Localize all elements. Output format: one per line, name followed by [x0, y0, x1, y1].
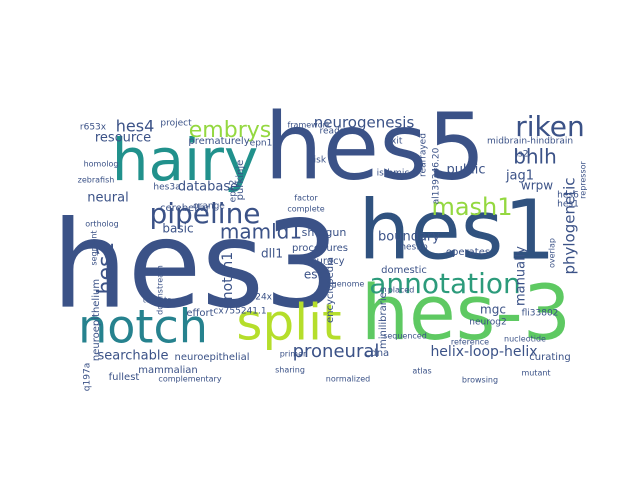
- word-neuroepithelium: neuroepithelium: [91, 279, 102, 361]
- word-sequenced: sequenced: [383, 332, 427, 341]
- word-r653x: r653x: [80, 123, 107, 133]
- word-effort: effort: [186, 308, 213, 319]
- word-cx755241-1: cx755241.1: [213, 307, 266, 317]
- word-boundary: boundary: [378, 230, 440, 245]
- word-framework: framework: [287, 121, 330, 130]
- word-exit: exit: [386, 137, 403, 147]
- word-q197a: q197a: [83, 363, 93, 391]
- word-dll1: dll1: [261, 247, 283, 261]
- word-pipeline: pipeline: [149, 197, 260, 230]
- word-e124x: e124x: [244, 293, 273, 303]
- word-reads: reads: [320, 127, 345, 137]
- word-resource: resource: [95, 131, 151, 146]
- word-operates: operates: [446, 247, 490, 258]
- word-primer: primer: [280, 350, 307, 359]
- word-segment: segment: [90, 230, 99, 265]
- word-homolog: homolog: [84, 160, 119, 169]
- word-complementary: complementary: [158, 375, 221, 384]
- word-fli33802: fli33802: [522, 309, 559, 319]
- word-downstream: downstream: [156, 265, 165, 315]
- word-cerebellar: cerebellar: [160, 203, 211, 214]
- word-neurog2: neurog2: [469, 318, 506, 328]
- word-minilibraries: minilibraries: [378, 287, 389, 349]
- word-hes4: hes4: [116, 117, 155, 136]
- word-hes3b: hes3b: [400, 243, 428, 253]
- word-neurogenesis: neurogenesis: [314, 114, 415, 132]
- word-searchable: searchable: [97, 349, 168, 364]
- word-manually: manually: [514, 246, 529, 306]
- word-mammalian: mammalian: [138, 365, 198, 376]
- word-proneural: proneural: [293, 341, 380, 362]
- word-encyclopedia: encyclopedia: [325, 257, 336, 323]
- word-riken: riken: [515, 110, 584, 143]
- word-isthmic: isthmic: [377, 169, 410, 179]
- word-hes1: hes1: [358, 183, 555, 278]
- word-cdna: cdna: [365, 348, 389, 359]
- word-mgc: mgc: [480, 303, 506, 317]
- word-complete: complete: [287, 205, 324, 214]
- word-database: database: [178, 180, 238, 195]
- word-rearrayed: rearrayed: [419, 133, 429, 177]
- word-hes6: hes6: [557, 191, 579, 201]
- word-hes3a: hes3a: [153, 183, 180, 193]
- word-risk: risk: [310, 156, 327, 166]
- word-split: split: [236, 294, 341, 352]
- word-factor: factor: [294, 194, 318, 203]
- word-midbrain-hindbrain: midbrain-hindbrain: [487, 137, 573, 147]
- word-est: est: [304, 268, 323, 282]
- word-notch1: notch1: [220, 252, 236, 300]
- word-neuroepithelial: neuroepithelial: [175, 352, 250, 363]
- word-procedures: procedures: [292, 243, 348, 254]
- word-notch: notch: [78, 300, 208, 354]
- word-epn2: epn2: [229, 180, 239, 203]
- word-hes3: hes3: [52, 197, 341, 336]
- word-hairy: hairy: [112, 126, 259, 194]
- word-zebrafish: zebrafish: [78, 176, 115, 185]
- word-hes5: hes5: [264, 93, 485, 200]
- word-accuracy: accuracy: [299, 256, 344, 267]
- word-overlap: overlap: [548, 238, 557, 268]
- word-fullest: fullest: [109, 372, 140, 383]
- word-sharing: sharing: [275, 366, 305, 375]
- word-neural: neural: [87, 191, 128, 206]
- word-project: project: [160, 119, 192, 129]
- word-placed: placed: [388, 286, 415, 295]
- word-ls2: ls2: [516, 150, 529, 160]
- word-nucleotide: nucleotide: [504, 335, 546, 344]
- word-browsing: browsing: [462, 376, 498, 385]
- word-shotgun: shotgun: [302, 226, 347, 239]
- word-jag1: jag1: [505, 169, 534, 184]
- word-public: public: [446, 163, 485, 178]
- word-ortholog: ortholog: [85, 220, 118, 229]
- word-al139246-20: al139246.20: [432, 147, 442, 204]
- word-phylogenetic: phylogenetic: [561, 177, 579, 274]
- word-orange: orange: [193, 202, 225, 212]
- word-hes2: hes2: [94, 242, 119, 295]
- word-bhlh: bhlh: [513, 145, 557, 169]
- word-hes1: hes1: [557, 200, 579, 210]
- word-wrpw: wrpw: [521, 179, 553, 193]
- word-curating: curating: [529, 352, 570, 363]
- word-reference: reference: [451, 338, 489, 347]
- word-repressor: repressor: [579, 160, 588, 198]
- word-genome: genome: [332, 280, 365, 289]
- word-helix-loop-helix: helix-loop-helix: [430, 344, 537, 360]
- word-mutant: mutant: [521, 369, 550, 378]
- word-domestic: domestic: [381, 265, 427, 276]
- word-epn1: epn1: [250, 139, 273, 149]
- word-prematurely: prematurely: [188, 136, 249, 147]
- word-normalized: normalized: [326, 375, 370, 384]
- word-mash1: mash1: [431, 193, 512, 221]
- word-annotation: annotation: [369, 267, 521, 300]
- word-atlas: atlas: [412, 367, 431, 376]
- word-hes-3: hes-3: [361, 268, 571, 357]
- word-embrys: embrys: [189, 118, 271, 143]
- word-targets: targets: [143, 296, 172, 305]
- word-mamld1: mamld1: [220, 220, 302, 244]
- word-basic: basic: [162, 222, 193, 236]
- word-purkinje: purkinje: [235, 160, 246, 201]
